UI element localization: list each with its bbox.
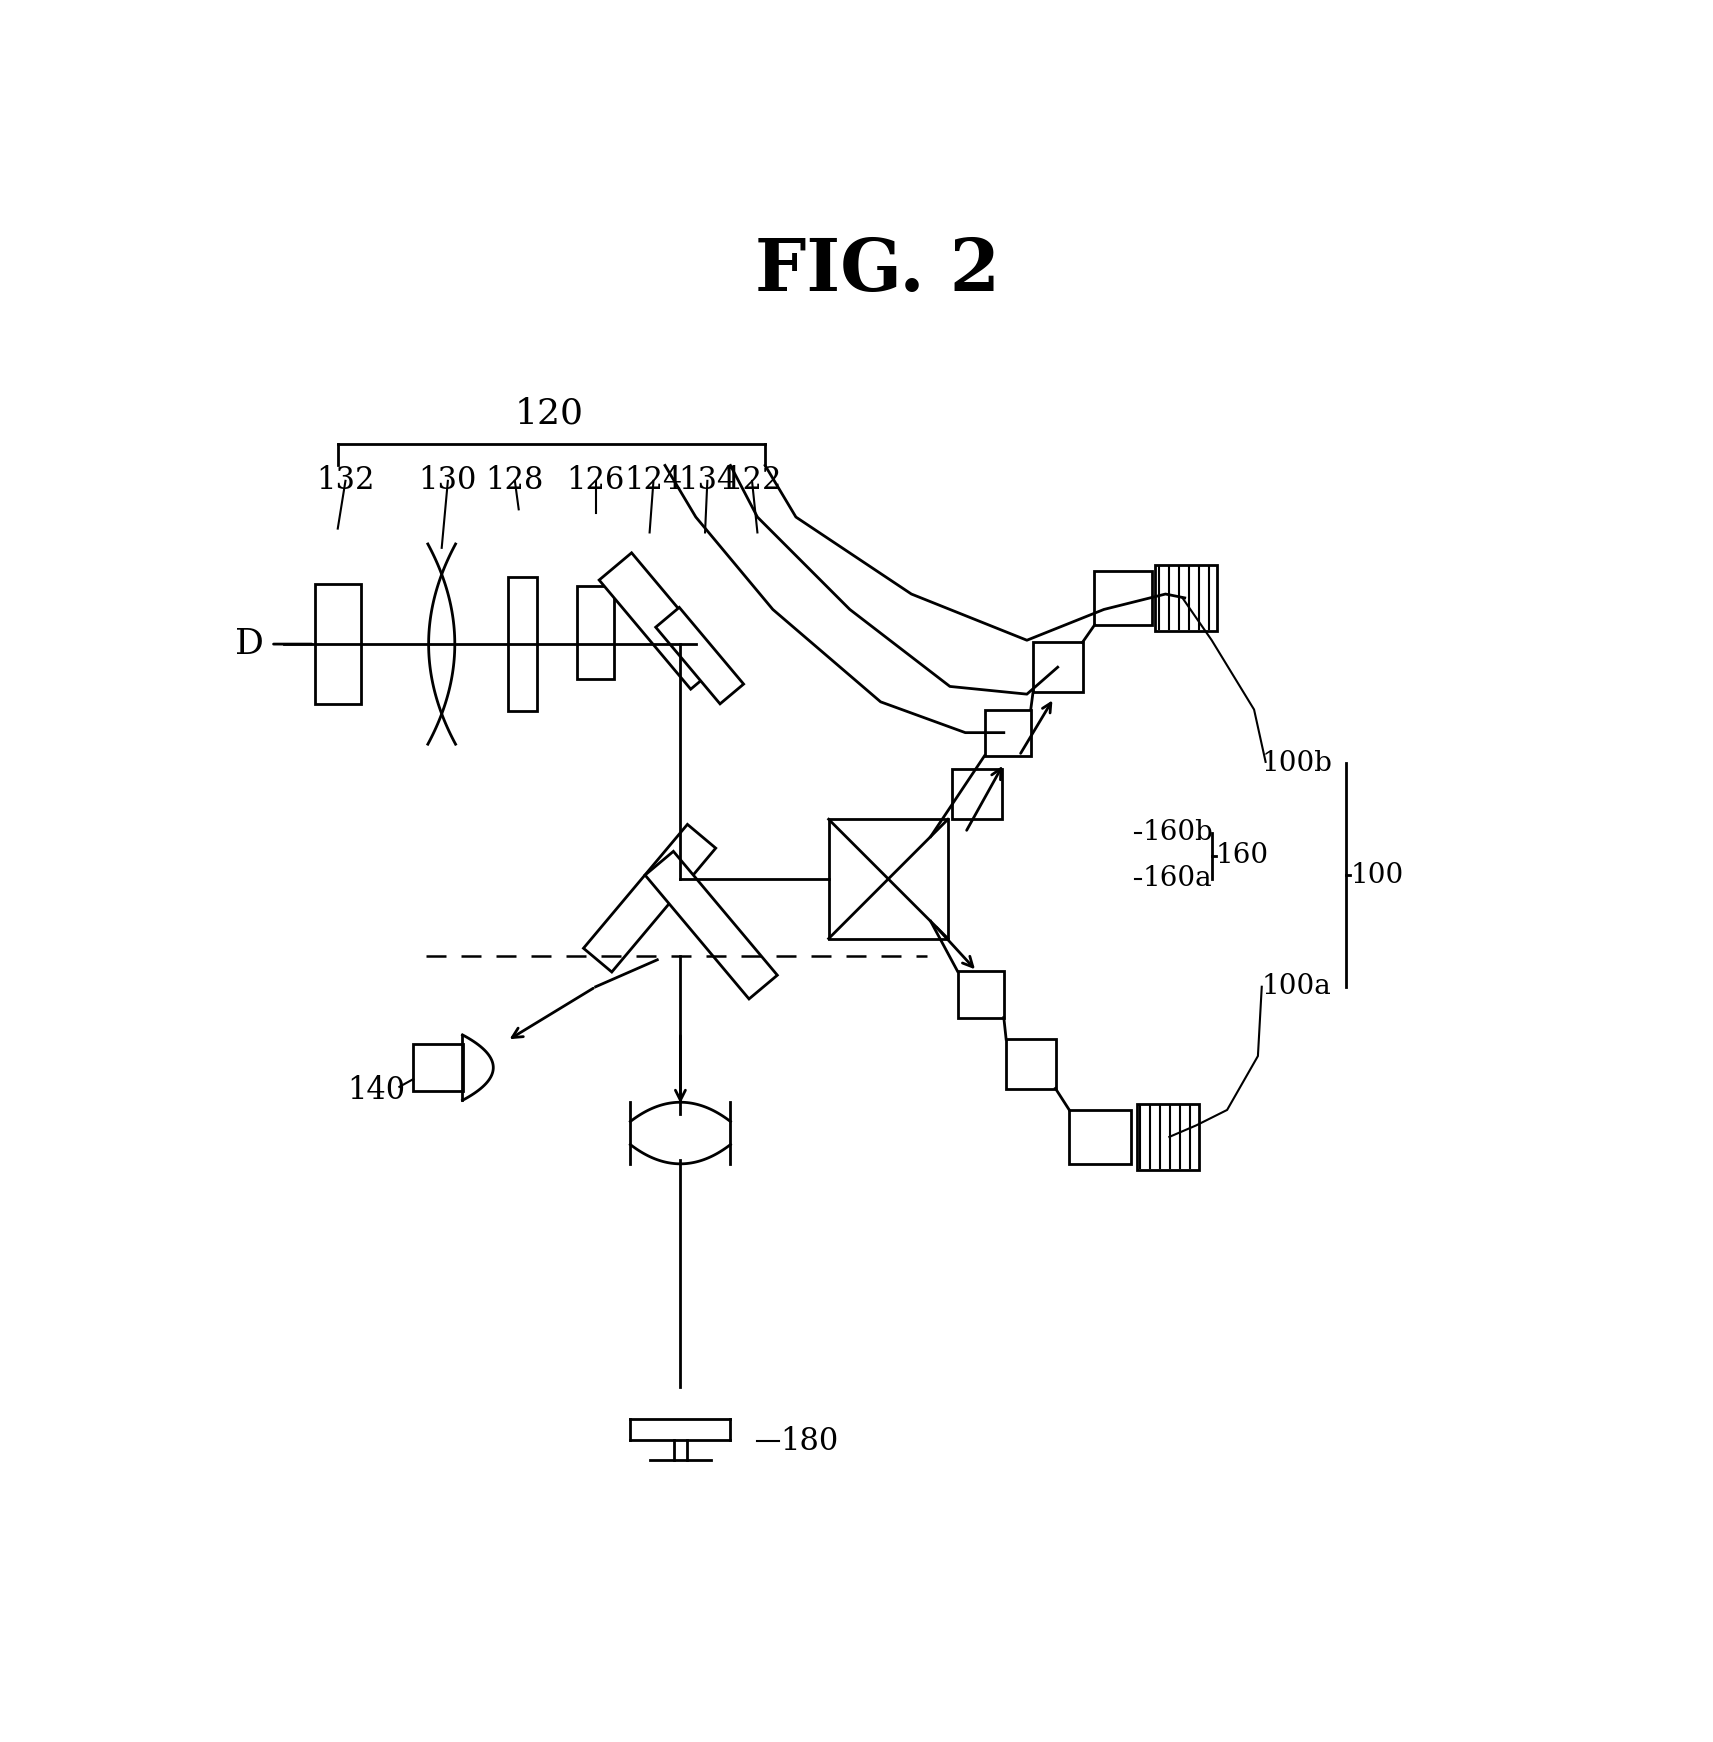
Polygon shape bbox=[509, 577, 538, 711]
Text: 134: 134 bbox=[678, 465, 737, 496]
Polygon shape bbox=[958, 972, 1004, 1017]
Text: 122: 122 bbox=[723, 465, 781, 496]
Polygon shape bbox=[315, 584, 361, 704]
Text: 128: 128 bbox=[486, 465, 545, 496]
Polygon shape bbox=[985, 709, 1031, 756]
Polygon shape bbox=[1069, 1110, 1131, 1164]
Polygon shape bbox=[584, 824, 716, 972]
Polygon shape bbox=[1137, 1104, 1199, 1169]
Text: 130: 130 bbox=[418, 465, 476, 496]
Text: 124: 124 bbox=[624, 465, 682, 496]
Text: 120: 120 bbox=[516, 395, 584, 430]
Polygon shape bbox=[1006, 1038, 1055, 1089]
Polygon shape bbox=[413, 1045, 463, 1090]
Text: 100: 100 bbox=[1350, 862, 1403, 888]
Polygon shape bbox=[952, 770, 1002, 819]
Polygon shape bbox=[1095, 571, 1153, 625]
Polygon shape bbox=[829, 819, 947, 939]
Text: 140: 140 bbox=[348, 1075, 406, 1106]
Text: 160a: 160a bbox=[1143, 866, 1213, 892]
Polygon shape bbox=[1156, 564, 1218, 631]
Text: 160b: 160b bbox=[1143, 819, 1213, 847]
Polygon shape bbox=[600, 552, 723, 690]
Text: 126: 126 bbox=[567, 465, 625, 496]
Text: FIG. 2: FIG. 2 bbox=[755, 235, 1000, 307]
Text: 100b: 100b bbox=[1262, 751, 1333, 777]
Polygon shape bbox=[577, 587, 615, 679]
Text: 132: 132 bbox=[317, 465, 375, 496]
Text: D: D bbox=[235, 627, 264, 662]
Polygon shape bbox=[646, 852, 778, 998]
Polygon shape bbox=[656, 608, 743, 704]
Text: 160: 160 bbox=[1216, 843, 1269, 869]
Text: 180: 180 bbox=[781, 1425, 839, 1456]
Text: 100a: 100a bbox=[1262, 974, 1331, 1000]
Polygon shape bbox=[1033, 643, 1083, 692]
